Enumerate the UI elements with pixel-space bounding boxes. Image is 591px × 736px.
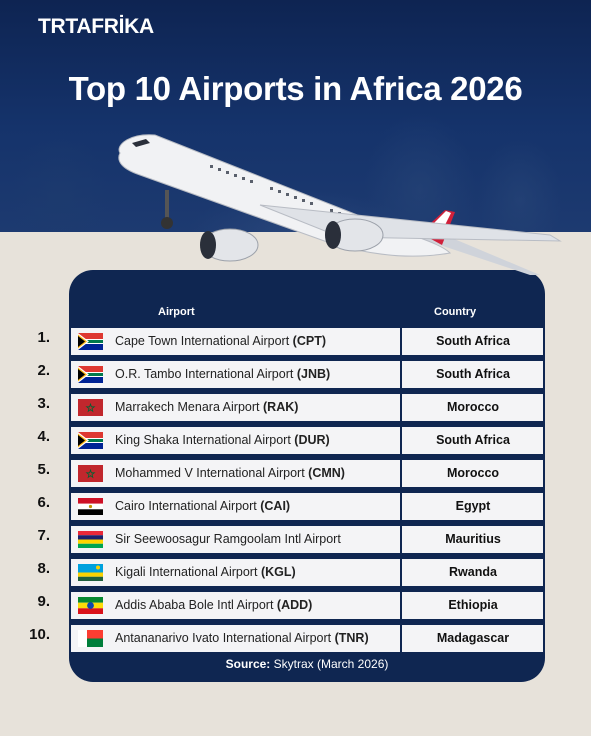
rank-number: 6. bbox=[37, 494, 50, 511]
country-name: South Africa bbox=[436, 334, 510, 348]
column-divider bbox=[400, 559, 402, 586]
airport-name: O.R. Tambo International Airport (JNB) bbox=[115, 367, 330, 381]
column-header-airport: Airport bbox=[158, 306, 195, 318]
column-divider bbox=[400, 427, 402, 454]
column-header-country: Country bbox=[434, 306, 477, 318]
airport-name: Sir Seewoosagur Ramgoolam Intl Airport bbox=[115, 532, 341, 546]
airplane-illustration bbox=[118, 134, 562, 275]
country-name: Madagascar bbox=[436, 631, 510, 645]
table-row: Cairo International Airport (CAI) Egypt bbox=[71, 493, 543, 520]
airport-name-text: Antananarivo Ivato International Airport bbox=[115, 631, 335, 645]
column-divider bbox=[400, 625, 402, 652]
country-name: South Africa bbox=[436, 367, 510, 381]
airport-code: (CMN) bbox=[308, 466, 345, 480]
country-name: Morocco bbox=[446, 466, 500, 480]
source-text: Skytrax (March 2026) bbox=[273, 657, 389, 671]
table-row: O.R. Tambo International Airport (JNB) So… bbox=[71, 361, 543, 388]
column-divider bbox=[400, 328, 402, 355]
airport-name: Cape Town International Airport (CPT) bbox=[115, 334, 326, 348]
airport-name-text: Kigali International Airport bbox=[115, 565, 258, 579]
column-divider bbox=[400, 592, 402, 619]
country-name: South Africa bbox=[436, 433, 510, 447]
column-divider bbox=[400, 526, 402, 553]
airport-code: (CAI) bbox=[260, 499, 291, 513]
airport-name: Antananarivo Ivato International Airport… bbox=[115, 631, 369, 645]
airport-name: Kigali International Airport (KGL) bbox=[115, 565, 296, 579]
egypt-flag-icon bbox=[78, 498, 103, 515]
airport-name: Marrakech Menara Airport (RAK) bbox=[115, 400, 298, 414]
country-name: Rwanda bbox=[449, 565, 497, 579]
table-row: Addis Ababa Bole Intl Airport (ADD) Ethio… bbox=[71, 592, 543, 619]
airport-name-text: Marrakech Menara Airport bbox=[115, 400, 260, 414]
column-divider bbox=[400, 361, 402, 388]
rank-number: 8. bbox=[37, 560, 50, 577]
airport-name-text: Mohammed V International Airport bbox=[115, 466, 305, 480]
country-name: Ethiopia bbox=[448, 598, 498, 612]
rank-number: 1. bbox=[37, 329, 50, 346]
airport-name: Mohammed V International Airport (CMN) bbox=[115, 466, 345, 480]
rank-number: 3. bbox=[37, 395, 50, 412]
table-row: Sir Seewoosagur Ramgoolam Intl Airport Ma… bbox=[71, 526, 543, 553]
morocco-flag-icon bbox=[78, 399, 103, 416]
column-divider bbox=[400, 460, 402, 487]
airport-code: (RAK) bbox=[263, 400, 299, 414]
madagascar-flag-icon bbox=[78, 630, 103, 647]
airport-name: King Shaka International Airport (DUR) bbox=[115, 433, 330, 447]
airport-name-text: Cairo International Airport bbox=[115, 499, 257, 513]
header-banner bbox=[0, 0, 591, 232]
rank-number: 7. bbox=[37, 527, 50, 544]
country-name: Mauritius bbox=[445, 532, 501, 546]
column-divider bbox=[400, 493, 402, 520]
brand-logo: TRTAFRİKA bbox=[38, 15, 154, 38]
rank-number: 2. bbox=[37, 362, 50, 379]
airport-name-text: Addis Ababa Bole Intl Airport bbox=[115, 598, 274, 612]
table-row: Marrakech Menara Airport (RAK) Morocco bbox=[71, 394, 543, 421]
airport-code: (ADD) bbox=[276, 598, 313, 612]
airport-name: Addis Ababa Bole Intl Airport (ADD) bbox=[115, 598, 312, 612]
morocco-flag-icon bbox=[78, 465, 103, 482]
table-row: King Shaka International Airport (DUR) So… bbox=[71, 427, 543, 454]
airport-code: (CPT) bbox=[292, 334, 326, 348]
airport-name-text: King Shaka International Airport bbox=[115, 433, 291, 447]
table-row: Kigali International Airport (KGL) Rwanda bbox=[71, 559, 543, 586]
source-label: Source: bbox=[225, 657, 271, 671]
airport-code: (KGL) bbox=[260, 565, 296, 579]
column-divider bbox=[400, 394, 402, 421]
airport-name-text: O.R. Tambo International Airport bbox=[115, 367, 294, 381]
airport-name: Cairo International Airport (CAI) bbox=[115, 499, 290, 513]
table-row: Antananarivo Ivato International Airport… bbox=[71, 625, 543, 652]
airport-code: (TNR) bbox=[334, 631, 369, 645]
country-name: Morocco bbox=[446, 400, 500, 414]
mauritius-flag-icon bbox=[78, 531, 103, 548]
airport-name-text: Sir Seewoosagur Ramgoolam Intl Airport bbox=[115, 532, 341, 546]
rank-number: 4. bbox=[37, 428, 50, 445]
south-africa-flag-icon bbox=[78, 333, 103, 350]
south-africa-flag-icon bbox=[78, 366, 103, 383]
ethiopia-flag-icon bbox=[78, 597, 103, 614]
airport-code: (JNB) bbox=[296, 367, 331, 381]
rank-number: 10. bbox=[29, 626, 50, 643]
rank-number: 9. bbox=[37, 593, 50, 610]
airport-name-text: Cape Town International Airport bbox=[115, 334, 290, 348]
table-row: Mohammed V International Airport (CMN) Mo… bbox=[71, 460, 543, 487]
rwanda-flag-icon bbox=[78, 564, 103, 581]
airport-code: (DUR) bbox=[294, 433, 330, 447]
table-row: Cape Town International Airport (CPT) Sou… bbox=[71, 328, 543, 355]
country-name: Egypt bbox=[455, 499, 491, 513]
page-title: Top 10 Airports in Africa 2026 bbox=[68, 70, 523, 107]
rank-number: 5. bbox=[37, 461, 50, 478]
south-africa-flag-icon bbox=[78, 432, 103, 449]
source-note: Source: Skytrax (March 2026) bbox=[69, 657, 545, 671]
